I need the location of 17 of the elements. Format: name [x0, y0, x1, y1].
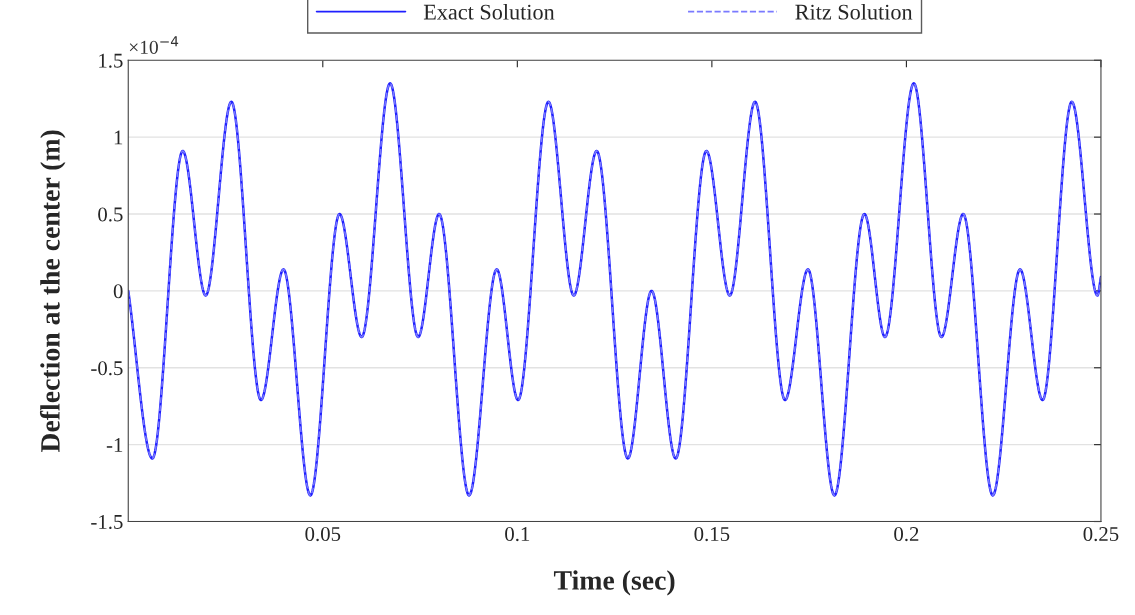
legend-label: Ritz Solution [795, 3, 913, 20]
x-tick-label: 0.1 [505, 526, 530, 542]
x-tick-label: 0.05 [305, 526, 341, 542]
y-tick-label: -1.5 [91, 514, 123, 530]
y-tick-label: 0 [113, 284, 123, 299]
y-tick-label: 0.5 [98, 207, 123, 222]
x-tick-label: 0.2 [894, 526, 919, 542]
x-tick-label: 0.15 [694, 526, 730, 542]
legend-label: Exact Solution [423, 3, 555, 20]
y-tick-label: 1 [114, 130, 123, 145]
y-axis-title: Deflection at the center (m) [39, 130, 66, 453]
y-tick-label: -1 [106, 438, 123, 452]
x-tick-label: 0.25 [1083, 526, 1119, 542]
y-tick-label: -0.5 [91, 361, 123, 376]
y-tick-label: 1.5 [99, 53, 123, 68]
text: ×10$^{−4}$ [129, 36, 179, 54]
x-axis-title: Time (sec) [553, 570, 675, 596]
